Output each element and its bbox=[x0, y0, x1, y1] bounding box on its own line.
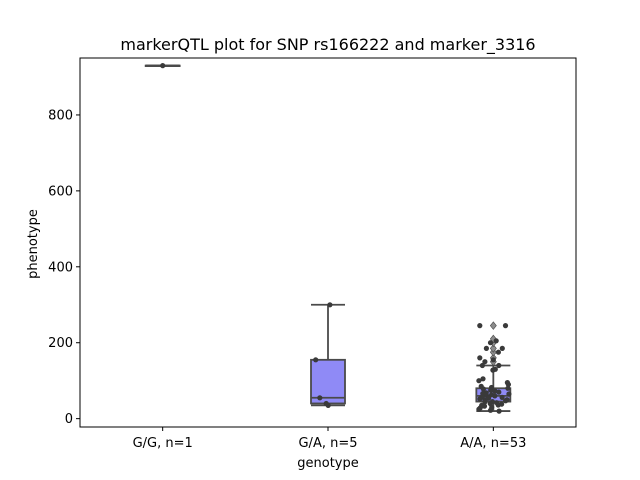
data-point bbox=[479, 362, 485, 369]
y-tick-label: 600 bbox=[48, 184, 73, 199]
data-point bbox=[503, 398, 509, 404]
data-point bbox=[483, 345, 489, 351]
outlier-marker bbox=[489, 321, 497, 330]
data-point bbox=[496, 362, 502, 369]
data-point bbox=[492, 393, 498, 399]
data-point bbox=[488, 387, 494, 393]
data-point bbox=[499, 345, 505, 351]
x-axis-label: genotype bbox=[297, 456, 358, 471]
data-point bbox=[481, 403, 488, 409]
x-tick-label: G/G, n=1 bbox=[133, 436, 193, 451]
data-point bbox=[487, 340, 494, 346]
data-point bbox=[492, 388, 498, 394]
outlier-marker bbox=[489, 344, 497, 353]
data-point bbox=[496, 389, 502, 395]
y-tick-label: 400 bbox=[48, 260, 73, 275]
data-point bbox=[477, 355, 483, 361]
data-point bbox=[482, 359, 488, 365]
chart-title: markerQTL plot for SNP rs166222 and mark… bbox=[120, 35, 535, 55]
data-point bbox=[476, 378, 482, 384]
x-tick-label: A/A, n=53 bbox=[460, 436, 526, 451]
data-point bbox=[313, 357, 319, 363]
data-point bbox=[493, 338, 499, 344]
data-point bbox=[495, 402, 501, 408]
data-point bbox=[480, 386, 486, 392]
strip-points bbox=[476, 323, 512, 414]
data-point bbox=[480, 376, 486, 382]
data-point bbox=[499, 394, 505, 400]
data-point bbox=[505, 385, 511, 391]
plot-area bbox=[79, 57, 577, 428]
data-point bbox=[477, 323, 483, 329]
y-tick-label: 200 bbox=[48, 336, 73, 351]
data-point bbox=[325, 402, 331, 408]
data-point bbox=[160, 63, 166, 69]
data-point bbox=[496, 408, 502, 414]
data-point bbox=[490, 357, 496, 363]
strip-points bbox=[160, 63, 166, 69]
y-tick-label: 0 bbox=[65, 412, 73, 427]
data-point bbox=[495, 349, 501, 355]
data-point bbox=[476, 406, 482, 412]
x-tick-label: G/A, n=5 bbox=[298, 436, 357, 451]
y-axis-label: phenotype bbox=[26, 209, 41, 279]
data-point bbox=[327, 302, 333, 308]
data-point bbox=[487, 407, 494, 413]
data-point bbox=[482, 399, 488, 405]
data-point bbox=[502, 323, 509, 329]
strip-points bbox=[313, 302, 333, 408]
data-point bbox=[506, 391, 512, 397]
y-tick-label: 800 bbox=[48, 108, 73, 123]
y-axis-ticks: 0 200 400 600 800 bbox=[48, 108, 80, 427]
data-point bbox=[317, 395, 323, 401]
data-point bbox=[477, 396, 483, 402]
x-axis-ticks: G/G, n=1 G/A, n=5 A/A, n=53 bbox=[133, 427, 526, 451]
data-point bbox=[505, 381, 511, 388]
data-point bbox=[490, 367, 496, 373]
